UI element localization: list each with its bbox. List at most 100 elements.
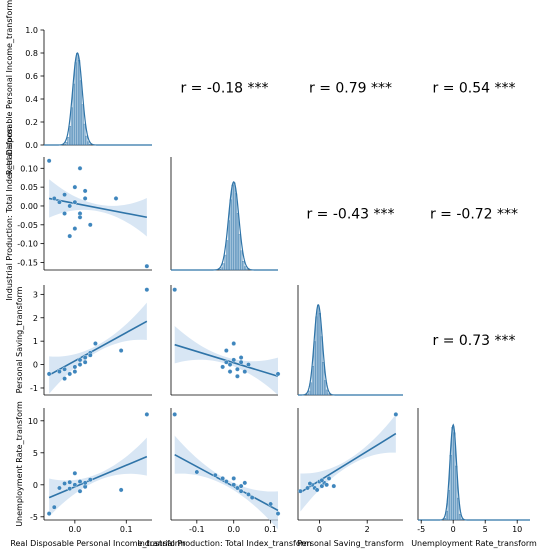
scatter-point-2-0-13 — [82, 359, 88, 365]
scatter-point-1-0-1 — [144, 263, 150, 269]
hist-bar-0-24 — [87, 141, 90, 146]
x-axis-title-1: Industrial Production: Total Index_trans… — [137, 539, 312, 548]
hist-bar-2-17 — [327, 393, 330, 396]
regression-line-2-0 — [48, 320, 148, 376]
scatter-point-3-2-8 — [331, 483, 337, 489]
hist-bar-1-28 — [220, 267, 223, 271]
hist-bar-1-39 — [240, 250, 243, 271]
scatter-point-3-0-8 — [87, 477, 93, 483]
hist-bar-2-8 — [311, 366, 314, 396]
scatter-point-3-2-10 — [324, 482, 330, 488]
scatter-point-3-0-4 — [67, 486, 73, 492]
scatter-point-3-1-0 — [172, 411, 178, 417]
scatter-point-1-0-3 — [57, 199, 62, 205]
hist-bar-0-18 — [76, 52, 79, 146]
hist-bar-0-11 — [63, 144, 66, 146]
y-tick-label-1-4: 0.05 — [20, 183, 38, 192]
scatter-point-3-2-11 — [393, 411, 399, 417]
y-tick-label-0-4: 0.8 — [25, 49, 38, 58]
hist-bar-1-27 — [218, 269, 222, 271]
hist-bar-2-6 — [308, 390, 311, 396]
hist-bar-3-14 — [443, 518, 447, 521]
scatter-point-2-0-2 — [62, 366, 67, 372]
correlation-label-0-2: r = 0.79 *** — [309, 81, 392, 97]
scatter-point-3-0-2 — [57, 485, 62, 491]
scatter-point-2-0-9 — [144, 287, 150, 293]
y-tick-label-3-3: 10 — [28, 417, 38, 426]
scatter-point-3-2-13 — [307, 481, 313, 486]
scatter-point-2-1-7 — [242, 369, 248, 374]
scatter-point-1-0-10 — [77, 165, 83, 171]
hist-bar-3-22 — [458, 513, 462, 521]
scatter-point-3-0-14 — [67, 479, 73, 485]
y-tick-label-1-2: -0.05 — [17, 221, 38, 230]
hist-bar-1-34 — [231, 184, 234, 271]
y-tick-label-0-2: 0.4 — [25, 95, 38, 104]
hist-bar-1-30 — [224, 254, 227, 271]
correlation-label-1-2: r = -0.43 *** — [306, 207, 394, 223]
y-tick-label-1-0: -0.15 — [17, 258, 38, 267]
scatter-point-3-1-5 — [231, 482, 237, 488]
scatter-point-3-0-13 — [82, 480, 88, 486]
hist-bar-3-18 — [451, 427, 454, 521]
x-tick-label-1-1: 0.0 — [227, 525, 240, 534]
hist-bar-1-37 — [236, 213, 239, 271]
scatter-point-2-0-4 — [77, 362, 83, 367]
scatter-point-2-0-15 — [62, 376, 67, 382]
hist-bar-0-25 — [88, 143, 91, 146]
hist-bar-0-14 — [69, 126, 72, 146]
hist-bar-2-12 — [318, 313, 321, 396]
correlation-label-0-1: r = -0.18 *** — [180, 81, 268, 97]
y-tick-label-2-3: 2 — [33, 314, 38, 323]
hist-bar-1-29 — [222, 263, 225, 271]
x-tick-label-3-0: -5 — [417, 525, 425, 534]
x-axis-title-3: Unemployment Rate_transform — [411, 539, 537, 548]
scatter-point-1-0-15 — [67, 233, 73, 239]
scatter-point-3-1-6 — [235, 485, 240, 491]
x-tick-label-3-2: 5 — [483, 525, 488, 534]
scatter-point-3-2-1 — [305, 485, 310, 491]
hist-bar-0-13 — [67, 137, 70, 146]
correlation-label-2-3: r = 0.73 *** — [432, 333, 515, 349]
scatter-point-3-2-9 — [314, 487, 320, 493]
hist-bar-0-17 — [74, 62, 77, 146]
hist-bar-0-15 — [70, 107, 73, 146]
scatter-point-2-1-2 — [223, 359, 229, 365]
y-axis-title-1: Industrial Production: Total Index_trans… — [5, 126, 14, 301]
scatter-point-1-0-2 — [51, 196, 57, 201]
hist-bar-0-20 — [79, 80, 82, 146]
hist-bar-0-21 — [81, 104, 84, 146]
scatter-point-3-2-5 — [319, 483, 325, 489]
scatter-point-2-1-0 — [172, 287, 178, 293]
scatter-point-1-0-13 — [82, 196, 88, 201]
y-tick-label-1-1: -0.10 — [17, 240, 38, 249]
hist-bar-2-14 — [322, 362, 325, 396]
scatter-point-3-2-12 — [319, 477, 325, 483]
scatter-point-3-1-14 — [238, 483, 244, 489]
scatter-point-1-0-5 — [67, 203, 73, 209]
scatter-point-2-1-11 — [275, 371, 281, 377]
hist-bar-2-5 — [306, 393, 309, 396]
scatter-point-3-2-0 — [297, 488, 303, 494]
scatter-point-2-1-9 — [223, 348, 229, 353]
hist-bar-3-21 — [457, 497, 460, 521]
kde-line-2 — [298, 304, 403, 396]
scatter-point-1-0-4 — [62, 192, 67, 198]
y-tick-label-2-0: -1 — [30, 384, 38, 393]
scatter-point-3-0-12 — [77, 488, 83, 494]
scatter-point-1-0-0 — [46, 158, 52, 164]
kde-line-1 — [171, 181, 278, 271]
scatter-point-3-0-3 — [62, 481, 67, 486]
y-tick-label-2-2: 1 — [33, 337, 38, 346]
y-tick-label-0-5: 1.0 — [25, 26, 38, 35]
scatter-point-2-0-11 — [77, 357, 83, 363]
scatter-point-2-0-12 — [67, 371, 73, 377]
hist-bar-0-23 — [85, 135, 88, 146]
hist-bar-2-16 — [325, 389, 328, 396]
y-tick-label-3-2: 5 — [33, 449, 38, 458]
scatter-point-3-1-3 — [220, 475, 226, 481]
scatter-point-3-1-9 — [246, 491, 251, 497]
y-tick-label-1-3: 0.00 — [20, 202, 38, 211]
hist-bar-2-7 — [310, 382, 313, 396]
